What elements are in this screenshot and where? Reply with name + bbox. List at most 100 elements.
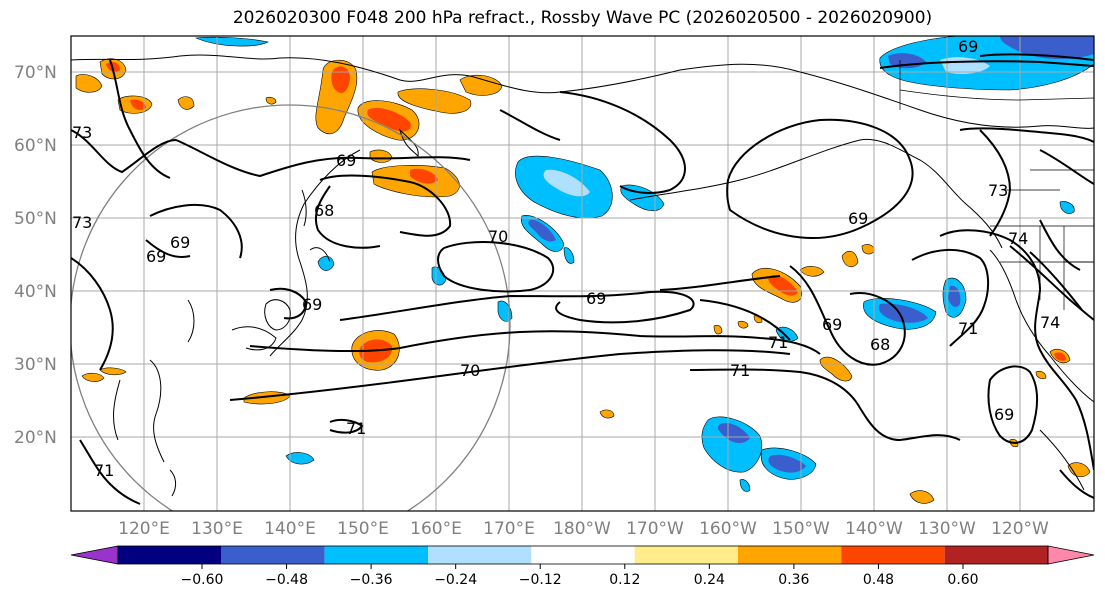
colorbar-tick-label: 0.60 xyxy=(947,572,978,588)
lat-label: 70°N xyxy=(14,63,57,83)
anomaly-negative-patch xyxy=(563,247,575,264)
reference-circle xyxy=(71,104,511,511)
anomaly-positive-patch xyxy=(599,409,615,419)
lat-label: 50°N xyxy=(14,209,57,229)
anomaly-medium-negative xyxy=(528,219,556,242)
colorbar-tick-label: −0.12 xyxy=(519,572,562,588)
anomaly-positive-patch xyxy=(819,356,853,382)
lat-label: 30°N xyxy=(14,355,57,375)
graticule xyxy=(71,36,1094,511)
lon-label: 160°E xyxy=(410,519,462,539)
colorbar-frame xyxy=(117,545,1049,565)
lon-label: 180°W xyxy=(553,519,611,539)
lon-label: 140°E xyxy=(264,519,316,539)
anomaly-medium-negative xyxy=(768,454,806,473)
lon-label: 170°E xyxy=(483,519,535,539)
lon-label: 140°W xyxy=(845,519,903,539)
anomaly-positive-patch xyxy=(81,372,105,382)
colorbar-extend-left xyxy=(70,545,119,565)
anomaly-positive-patch xyxy=(177,96,195,110)
lon-label: 150°W xyxy=(772,519,830,539)
lon-label: 160°W xyxy=(699,519,757,539)
lat-label: 40°N xyxy=(14,282,57,302)
contour-label: 69 xyxy=(848,209,868,228)
colorbar-boxes xyxy=(70,545,1095,565)
lat-label: 60°N xyxy=(14,136,57,156)
contour-label: 71 xyxy=(730,361,750,380)
contour-label: 74 xyxy=(1040,313,1060,332)
latitude-labels: 70°N 60°N 50°N 40°N 30°N 20°N xyxy=(14,63,57,448)
anomaly-medium-negative xyxy=(878,303,928,323)
lon-label: 120°E xyxy=(118,519,170,539)
political-boundaries xyxy=(899,60,1094,310)
colorbar-tick-label: −0.48 xyxy=(265,572,308,588)
colorbar-tick-label: 0.12 xyxy=(609,572,640,588)
contour-label: 69 xyxy=(302,295,322,314)
anomaly-positive-patch xyxy=(861,244,875,255)
contour-label: 69 xyxy=(336,151,356,170)
colorbar-box xyxy=(841,546,945,564)
anomaly-weak-negative xyxy=(543,169,590,197)
anomaly-strong-patch xyxy=(130,99,146,110)
contour-label: 69 xyxy=(822,315,842,334)
anomaly-medium-negative xyxy=(1000,36,1094,60)
lon-label: 170°W xyxy=(626,519,684,539)
anomaly-positive-patch xyxy=(99,367,127,376)
contour-label: 68 xyxy=(870,335,890,354)
anomaly-negative-patch xyxy=(739,479,751,492)
contour-label: 71 xyxy=(958,319,978,338)
contour-labels: 69 69 69 68 70 69 70 69 71 71 69 68 71 7… xyxy=(72,37,1060,480)
colorbar-box xyxy=(944,546,1048,564)
lon-label: 130°W xyxy=(918,519,976,539)
contour-label: 71 xyxy=(768,333,788,352)
anomaly-negative-patch xyxy=(701,416,763,473)
anomaly-strong-patch xyxy=(768,275,798,296)
contour-label: 69 xyxy=(586,289,606,308)
anomaly-strong-patch xyxy=(367,107,411,132)
contour-label: 71 xyxy=(94,461,114,480)
map-title: 2026020300 F048 200 hPa refract., Rossby… xyxy=(232,8,933,28)
anomaly-strong-patch xyxy=(410,168,438,184)
anomaly-negative-patch xyxy=(285,452,315,465)
colorbar-box xyxy=(324,546,428,564)
anomaly-positive-patch xyxy=(737,320,749,329)
anomaly-positive-patch xyxy=(265,96,277,105)
colorbar-box xyxy=(428,546,532,564)
contour-label: 70 xyxy=(488,227,508,246)
anomaly-positive-patch xyxy=(459,74,503,96)
colorbar-tick-label: 0.24 xyxy=(694,572,725,588)
colorbar-tick-label: 0.48 xyxy=(863,572,894,588)
anomaly-strong-patch xyxy=(1054,352,1066,361)
anomaly-positive-patch xyxy=(909,490,935,504)
anomaly-strong-patch xyxy=(331,66,350,94)
coastlines xyxy=(71,54,1094,497)
anomaly-negative-patch xyxy=(1059,201,1075,214)
contour-label: 71 xyxy=(346,419,366,438)
contour-label: 74 xyxy=(1008,229,1028,248)
anomaly-medium-negative xyxy=(717,422,750,444)
contour-label: 69 xyxy=(994,405,1014,424)
colorbar-box xyxy=(118,546,222,564)
colorbar-tick-label: −0.36 xyxy=(350,572,393,588)
anomaly-positive-patch xyxy=(1035,370,1047,380)
longitude-labels: 120°E 130°E 140°E 150°E 160°E 170°E 180°… xyxy=(118,519,1049,539)
colorbar-box xyxy=(531,546,635,564)
lon-label: 130°E xyxy=(191,519,243,539)
colorbar-tick-label: −0.24 xyxy=(434,572,477,588)
map-area: 69 69 69 68 70 69 70 69 71 71 69 68 71 7… xyxy=(71,36,1094,511)
lon-label: 150°E xyxy=(337,519,389,539)
anomaly-positive-patch xyxy=(1067,462,1091,478)
anomaly-positive-patch xyxy=(75,74,103,93)
contour-label: 69 xyxy=(958,37,978,56)
colorbar: −0.60 −0.48 −0.36 −0.24 −0.12 0.12 0.24 0.36 0.4… xyxy=(70,545,1095,588)
contour-lines xyxy=(71,53,1094,505)
colorbar-box xyxy=(221,546,325,564)
anomaly-positive-patch xyxy=(713,324,723,335)
anomaly-positive-patch xyxy=(799,266,825,277)
contour-label: 73 xyxy=(72,213,92,232)
shaded-anomalies xyxy=(75,36,1094,504)
colorbar-extend-right xyxy=(1047,545,1095,565)
contour-label: 69 xyxy=(146,247,166,266)
colorbar-tick-label: −0.60 xyxy=(181,572,224,588)
